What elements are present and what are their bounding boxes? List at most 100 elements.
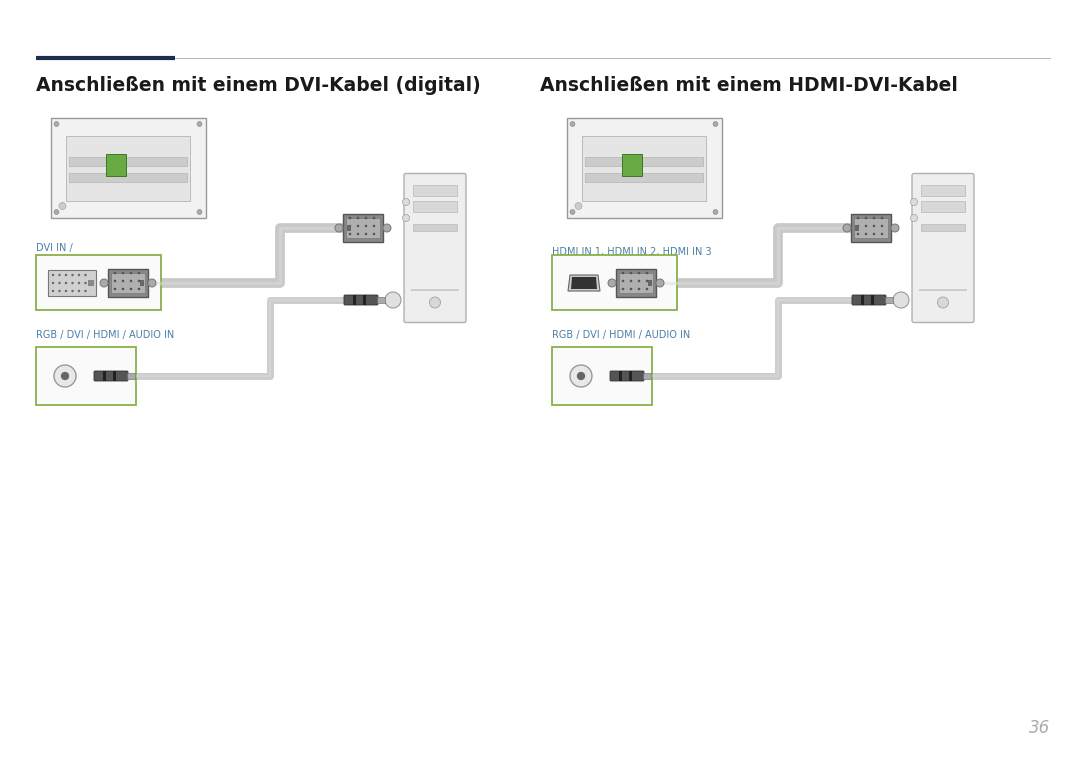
Circle shape [54,121,59,127]
Bar [346,218,380,238]
Text: RGB / DVI / HDMI / AUDIO IN: RGB / DVI / HDMI / AUDIO IN [552,330,690,340]
Bar [347,225,351,231]
Circle shape [197,121,202,127]
Circle shape [373,224,376,227]
Circle shape [349,233,351,235]
Bar [411,288,459,291]
Bar [69,173,187,182]
Circle shape [365,217,367,219]
Bar [353,295,356,305]
Circle shape [71,290,73,292]
Circle shape [130,280,133,282]
Bar [585,173,703,182]
Circle shape [865,233,867,235]
Bar [919,288,967,291]
Circle shape [130,288,133,290]
Circle shape [622,288,624,290]
Circle shape [373,217,376,219]
Circle shape [113,288,117,290]
Bar [343,214,383,242]
FancyBboxPatch shape [345,295,378,305]
Circle shape [54,365,76,387]
Bar [51,118,205,218]
Circle shape [570,121,575,127]
Bar [629,371,632,381]
Circle shape [656,279,664,287]
Bar [111,273,145,293]
Circle shape [58,274,60,276]
Circle shape [865,224,867,227]
Bar [106,154,126,176]
Bar [87,280,94,286]
Circle shape [138,288,140,290]
Bar [921,201,966,211]
Bar [413,185,457,195]
Circle shape [373,233,376,235]
Text: Anschließen mit einem DVI-Kabel (digital): Anschließen mit einem DVI-Kabel (digital… [36,76,481,95]
Circle shape [122,272,124,275]
Circle shape [856,217,860,219]
Circle shape [570,365,592,387]
Circle shape [356,217,360,219]
Circle shape [880,217,883,219]
Bar [36,255,161,310]
Bar [363,295,366,305]
Bar [622,154,642,176]
Bar [855,225,859,231]
Circle shape [843,224,851,232]
Bar [870,295,874,305]
Bar [585,157,703,166]
Circle shape [856,233,860,235]
Text: Anschließen mit einem HDMI-DVI-Kabel: Anschließen mit einem HDMI-DVI-Kabel [540,76,958,95]
Circle shape [880,233,883,235]
Polygon shape [568,275,600,291]
Circle shape [71,274,73,276]
Circle shape [713,121,718,127]
Circle shape [78,290,80,292]
Circle shape [130,272,133,275]
Circle shape [365,224,367,227]
Circle shape [622,280,624,282]
Circle shape [78,282,80,284]
Circle shape [646,280,648,282]
Bar [552,255,677,310]
Bar [413,201,457,211]
Bar [103,371,106,381]
Text: DVI IN /
MAGICINFO IN: DVI IN / MAGICINFO IN [36,243,105,266]
Circle shape [430,297,441,308]
Circle shape [84,290,86,292]
Bar [885,297,893,303]
Circle shape [893,292,909,308]
Circle shape [873,217,875,219]
Bar [643,373,651,379]
Bar [48,270,96,296]
Circle shape [630,288,632,290]
Circle shape [637,288,640,290]
Circle shape [113,272,117,275]
Circle shape [403,214,409,221]
Polygon shape [571,277,597,289]
Circle shape [84,274,86,276]
Bar [113,371,116,381]
Circle shape [713,210,718,214]
Circle shape [880,224,883,227]
Bar [648,280,652,286]
Circle shape [577,372,585,380]
Bar [861,295,864,305]
Circle shape [71,282,73,284]
Circle shape [58,282,60,284]
Circle shape [356,224,360,227]
Bar [66,136,190,201]
Circle shape [335,224,343,232]
Circle shape [622,272,624,275]
Bar [36,347,136,405]
Circle shape [58,290,60,292]
Circle shape [575,202,582,210]
Circle shape [384,292,401,308]
Circle shape [356,233,360,235]
Bar [552,347,652,405]
Text: 36: 36 [1029,719,1050,737]
Circle shape [910,198,918,205]
Bar [69,157,187,166]
Bar [854,218,888,238]
